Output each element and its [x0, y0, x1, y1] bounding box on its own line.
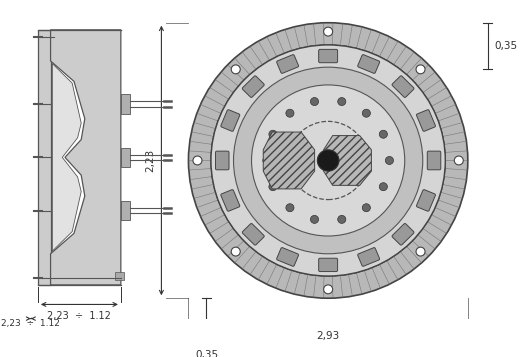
- Ellipse shape: [233, 67, 423, 254]
- Circle shape: [286, 204, 294, 212]
- Circle shape: [362, 109, 370, 117]
- Circle shape: [310, 215, 319, 223]
- Circle shape: [269, 183, 277, 191]
- Polygon shape: [53, 64, 81, 251]
- FancyBboxPatch shape: [221, 190, 240, 211]
- Text: 2,23  ÷  1.12: 2,23 ÷ 1.12: [2, 319, 60, 328]
- Circle shape: [269, 130, 277, 138]
- Polygon shape: [121, 201, 130, 221]
- FancyBboxPatch shape: [417, 110, 435, 131]
- Circle shape: [362, 204, 370, 212]
- FancyBboxPatch shape: [319, 49, 337, 63]
- Circle shape: [231, 65, 240, 74]
- FancyBboxPatch shape: [221, 110, 240, 131]
- FancyBboxPatch shape: [277, 247, 298, 266]
- FancyBboxPatch shape: [215, 151, 229, 170]
- Circle shape: [323, 285, 333, 294]
- FancyBboxPatch shape: [358, 55, 380, 73]
- Circle shape: [337, 215, 346, 223]
- Circle shape: [454, 156, 463, 165]
- FancyBboxPatch shape: [319, 258, 337, 272]
- Text: 0,35: 0,35: [495, 41, 518, 51]
- Polygon shape: [323, 136, 371, 185]
- FancyBboxPatch shape: [242, 223, 264, 245]
- Circle shape: [379, 183, 387, 191]
- Circle shape: [310, 97, 319, 106]
- Circle shape: [385, 156, 394, 165]
- Polygon shape: [50, 30, 121, 285]
- Circle shape: [416, 247, 425, 256]
- Circle shape: [231, 247, 240, 256]
- Text: 2,23: 2,23: [146, 149, 155, 172]
- Circle shape: [317, 150, 339, 171]
- Ellipse shape: [252, 85, 405, 236]
- Ellipse shape: [188, 23, 468, 298]
- FancyBboxPatch shape: [417, 190, 435, 211]
- Circle shape: [379, 130, 387, 138]
- FancyBboxPatch shape: [242, 76, 264, 97]
- Circle shape: [193, 156, 202, 165]
- FancyBboxPatch shape: [277, 55, 298, 73]
- Polygon shape: [121, 94, 130, 114]
- FancyBboxPatch shape: [392, 223, 414, 245]
- FancyBboxPatch shape: [392, 76, 414, 97]
- Circle shape: [337, 97, 346, 106]
- FancyBboxPatch shape: [427, 151, 441, 170]
- Bar: [115, 272, 124, 281]
- FancyBboxPatch shape: [358, 247, 380, 266]
- Circle shape: [286, 109, 294, 117]
- Ellipse shape: [211, 45, 445, 276]
- Polygon shape: [263, 132, 315, 189]
- Circle shape: [263, 156, 271, 165]
- Polygon shape: [38, 30, 50, 285]
- Text: 0,35: 0,35: [195, 350, 218, 357]
- Text: 2,23  ÷  1.12: 2,23 ÷ 1.12: [47, 311, 111, 321]
- Text: 2,93: 2,93: [317, 331, 340, 341]
- Circle shape: [416, 65, 425, 74]
- Polygon shape: [121, 147, 130, 167]
- Circle shape: [323, 27, 333, 36]
